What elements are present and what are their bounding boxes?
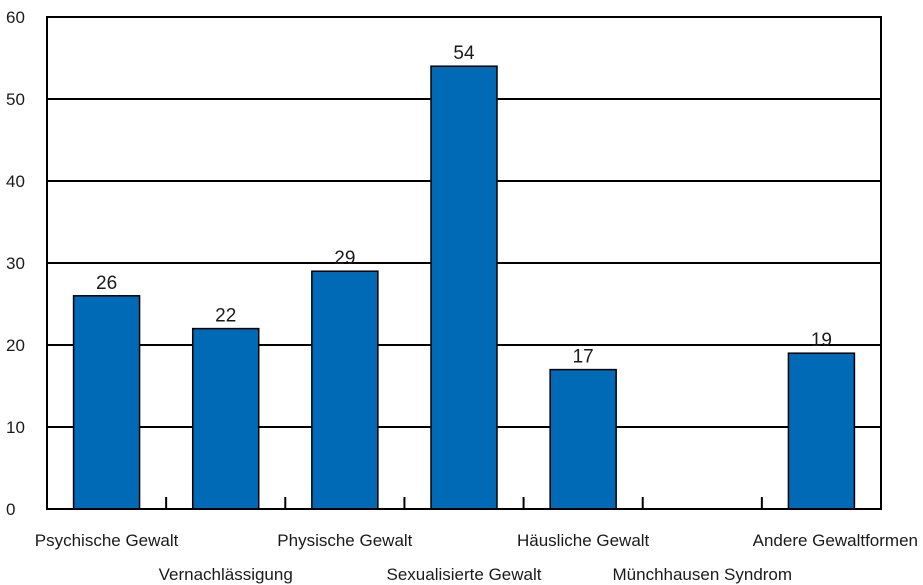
- y-tick-label: 10: [6, 418, 25, 437]
- bar: [430, 65, 498, 510]
- category-labels: Psychische Gewalt Vernachlässigung Physisc…: [35, 531, 918, 584]
- value-label: 26: [96, 273, 117, 294]
- value-label: 54: [453, 43, 475, 64]
- y-tick-label: 40: [6, 172, 25, 191]
- bar: [311, 270, 379, 510]
- plot-frame: [46, 16, 882, 510]
- value-labels: 26 22 29 54 17 19: [96, 43, 832, 367]
- value-label: 17: [573, 347, 594, 368]
- y-axis-tick-labels: 0 10 20 30 40 50 60: [6, 8, 25, 519]
- category-label: Münchhausen Syndrom: [613, 565, 793, 584]
- bar: [787, 352, 856, 510]
- y-tick-label: 0: [6, 500, 15, 519]
- category-label: Andere Gewaltformen: [753, 531, 918, 550]
- category-label: Psychische Gewalt: [35, 531, 179, 550]
- y-tick-label: 30: [6, 254, 25, 273]
- value-label: 19: [811, 330, 832, 351]
- bar: [191, 327, 260, 510]
- bar: [72, 295, 141, 510]
- bar: [549, 368, 617, 510]
- value-label: 29: [334, 248, 355, 269]
- value-label: 22: [215, 306, 236, 327]
- y-tick-label: 60: [6, 8, 25, 27]
- category-label: Vernachlässigung: [159, 565, 293, 584]
- category-label: Sexualisierte Gewalt: [387, 565, 542, 584]
- category-label: Häusliche Gewalt: [517, 531, 650, 550]
- bars: [72, 65, 856, 510]
- category-label: Physische Gewalt: [277, 531, 412, 550]
- x-axis-ticks: [165, 497, 763, 509]
- y-tick-label: 50: [6, 90, 25, 109]
- y-tick-label: 20: [6, 336, 25, 355]
